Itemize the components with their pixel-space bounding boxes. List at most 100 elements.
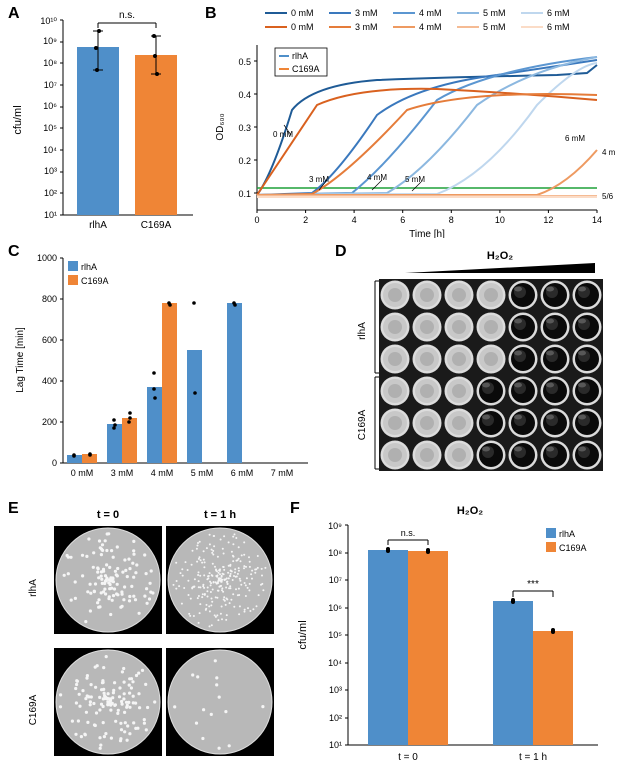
- svg-text:3 mM: 3 mM: [355, 8, 378, 18]
- svg-text:10⁹: 10⁹: [43, 36, 57, 46]
- svg-text:OD₆₀₀: OD₆₀₀: [215, 113, 226, 140]
- svg-text:C169A: C169A: [141, 220, 172, 231]
- svg-text:C169A: C169A: [292, 64, 320, 74]
- panel-d: D H₂O₂ rlhA C169A: [335, 243, 613, 493]
- panel-e-plates: t = 0 t = 1 h rlhA C169A: [8, 500, 276, 778]
- svg-text:10: 10: [495, 215, 505, 225]
- svg-text:0 mM: 0 mM: [71, 468, 94, 478]
- panel-a-label: A: [8, 5, 20, 23]
- svg-text:0.1: 0.1: [238, 189, 251, 199]
- svg-text:5 mM: 5 mM: [191, 468, 214, 478]
- svg-text:4 mM: 4 mM: [367, 173, 387, 182]
- svg-text:Time [h]: Time [h]: [409, 229, 445, 238]
- svg-text:4: 4: [352, 215, 357, 225]
- panel-f: F H₂O₂ 10¹ 10² 10³ 10⁴ 10⁵ 10⁶ 10⁷ 10⁸ 1…: [290, 500, 612, 778]
- svg-text:C169A: C169A: [81, 276, 109, 286]
- svg-text:H₂O₂: H₂O₂: [457, 505, 483, 517]
- panel-c-chart: 0 200 400 600 800 1000: [8, 243, 318, 493]
- svg-text:0 mM: 0 mM: [291, 8, 314, 18]
- svg-text:rlhA: rlhA: [559, 529, 575, 539]
- svg-text:0.2: 0.2: [238, 156, 251, 166]
- svg-text:Lag Time [min]: Lag Time [min]: [15, 327, 26, 393]
- svg-text:cfu/ml: cfu/ml: [12, 105, 24, 134]
- svg-text:6 mM: 6 mM: [565, 134, 585, 143]
- svg-text:5 mM: 5 mM: [483, 22, 506, 32]
- svg-text:200: 200: [42, 417, 57, 427]
- panel-b: B 0 mM 3 mM 4 mM 5 mM 6 mM 0 mM 3 mM 4 m…: [205, 5, 615, 238]
- svg-text:3 mM: 3 mM: [111, 468, 134, 478]
- svg-text:t = 1 h: t = 1 h: [204, 509, 236, 521]
- svg-text:0: 0: [52, 458, 57, 468]
- svg-text:5 mM: 5 mM: [405, 175, 425, 184]
- panel-c-label: C: [8, 243, 20, 261]
- svg-text:10³: 10³: [44, 166, 57, 176]
- svg-text:10¹⁰: 10¹⁰: [40, 16, 57, 26]
- svg-text:8: 8: [449, 215, 454, 225]
- svg-text:0.5: 0.5: [238, 57, 251, 67]
- svg-text:rlhA: rlhA: [89, 220, 107, 231]
- svg-text:5/6 mM: 5/6 mM: [602, 192, 615, 201]
- svg-text:10¹: 10¹: [329, 740, 342, 750]
- svg-text:C169A: C169A: [357, 409, 368, 440]
- svg-text:cfu/ml: cfu/ml: [297, 620, 309, 649]
- panel-f-label: F: [290, 500, 300, 518]
- svg-text:400: 400: [42, 376, 57, 386]
- svg-text:10⁵: 10⁵: [328, 630, 342, 640]
- svg-text:10⁵: 10⁵: [43, 123, 57, 133]
- svg-text:10⁷: 10⁷: [44, 80, 57, 90]
- svg-text:10²: 10²: [44, 188, 57, 198]
- svg-text:t = 0: t = 0: [97, 509, 119, 521]
- svg-text:rlhA: rlhA: [292, 51, 308, 61]
- svg-text:10³: 10³: [329, 685, 342, 695]
- panel-b-label: B: [205, 5, 217, 23]
- svg-text:4 mM: 4 mM: [602, 148, 615, 157]
- svg-text:10⁸: 10⁸: [43, 58, 57, 68]
- svg-text:C169A: C169A: [559, 543, 587, 553]
- svg-text:H₂O₂: H₂O₂: [487, 250, 513, 262]
- svg-text:14: 14: [592, 215, 602, 225]
- panel-a-chart: 10¹ 10² 10³ 10⁴ 10⁵ 10⁶ 10⁷ 10⁸ 10⁹ 10¹⁰: [8, 5, 200, 238]
- svg-text:0.3: 0.3: [238, 123, 251, 133]
- svg-text:10⁶: 10⁶: [328, 603, 342, 613]
- svg-text:7 mM: 7 mM: [271, 468, 294, 478]
- svg-text:6 mM: 6 mM: [547, 22, 570, 32]
- svg-text:600: 600: [42, 335, 57, 345]
- svg-text:1000: 1000: [37, 253, 57, 263]
- svg-text:6 mM: 6 mM: [231, 468, 254, 478]
- panel-e-label: E: [8, 500, 19, 518]
- panel-e: E t = 0 t = 1 h rlhA C169A: [8, 500, 276, 778]
- panel-f-chart: H₂O₂ 10¹ 10² 10³ 10⁴ 10⁵ 10⁶ 10⁷ 10⁸ 10⁹: [290, 500, 612, 778]
- panel-d-label: D: [335, 243, 347, 261]
- svg-text:10⁷: 10⁷: [329, 575, 342, 585]
- svg-text:800: 800: [42, 294, 57, 304]
- svg-text:t = 1 h: t = 1 h: [519, 752, 547, 763]
- svg-text:C169A: C169A: [28, 694, 39, 725]
- svg-text:rlhA: rlhA: [81, 262, 97, 272]
- svg-text:3 mM: 3 mM: [355, 22, 378, 32]
- svg-text:3 mM: 3 mM: [309, 175, 329, 184]
- svg-text:5 mM: 5 mM: [483, 8, 506, 18]
- svg-text:10¹: 10¹: [44, 210, 57, 220]
- panel-b-chart: 0 mM 3 mM 4 mM 5 mM 6 mM 0 mM 3 mM 4 mM …: [205, 5, 615, 238]
- svg-text:t = 0: t = 0: [398, 752, 418, 763]
- svg-text:6: 6: [400, 215, 405, 225]
- svg-text:0.4: 0.4: [238, 90, 251, 100]
- svg-text:10⁸: 10⁸: [328, 548, 342, 558]
- panel-c: C 0 200 400 600 800 1000: [8, 243, 318, 493]
- svg-text:0 mM: 0 mM: [291, 22, 314, 32]
- svg-text:4 mM: 4 mM: [151, 468, 174, 478]
- svg-text:2: 2: [303, 215, 308, 225]
- panel-a: A 10¹ 10² 10³ 10⁴ 10⁵ 10⁶ 10⁷ 10⁸ 10⁹ 10…: [8, 5, 200, 238]
- svg-text:10⁶: 10⁶: [43, 101, 57, 111]
- svg-text:10⁴: 10⁴: [328, 658, 342, 668]
- svg-text:n.s.: n.s.: [119, 10, 135, 21]
- svg-text:10⁴: 10⁴: [43, 145, 57, 155]
- svg-text:rlhA: rlhA: [28, 579, 39, 597]
- svg-text:***: ***: [527, 579, 539, 590]
- svg-text:6 mM: 6 mM: [547, 8, 570, 18]
- svg-text:4 mM: 4 mM: [419, 8, 442, 18]
- svg-text:12: 12: [543, 215, 553, 225]
- svg-text:0: 0: [254, 215, 259, 225]
- svg-text:rlhA: rlhA: [357, 322, 368, 340]
- svg-text:n.s.: n.s.: [401, 528, 416, 538]
